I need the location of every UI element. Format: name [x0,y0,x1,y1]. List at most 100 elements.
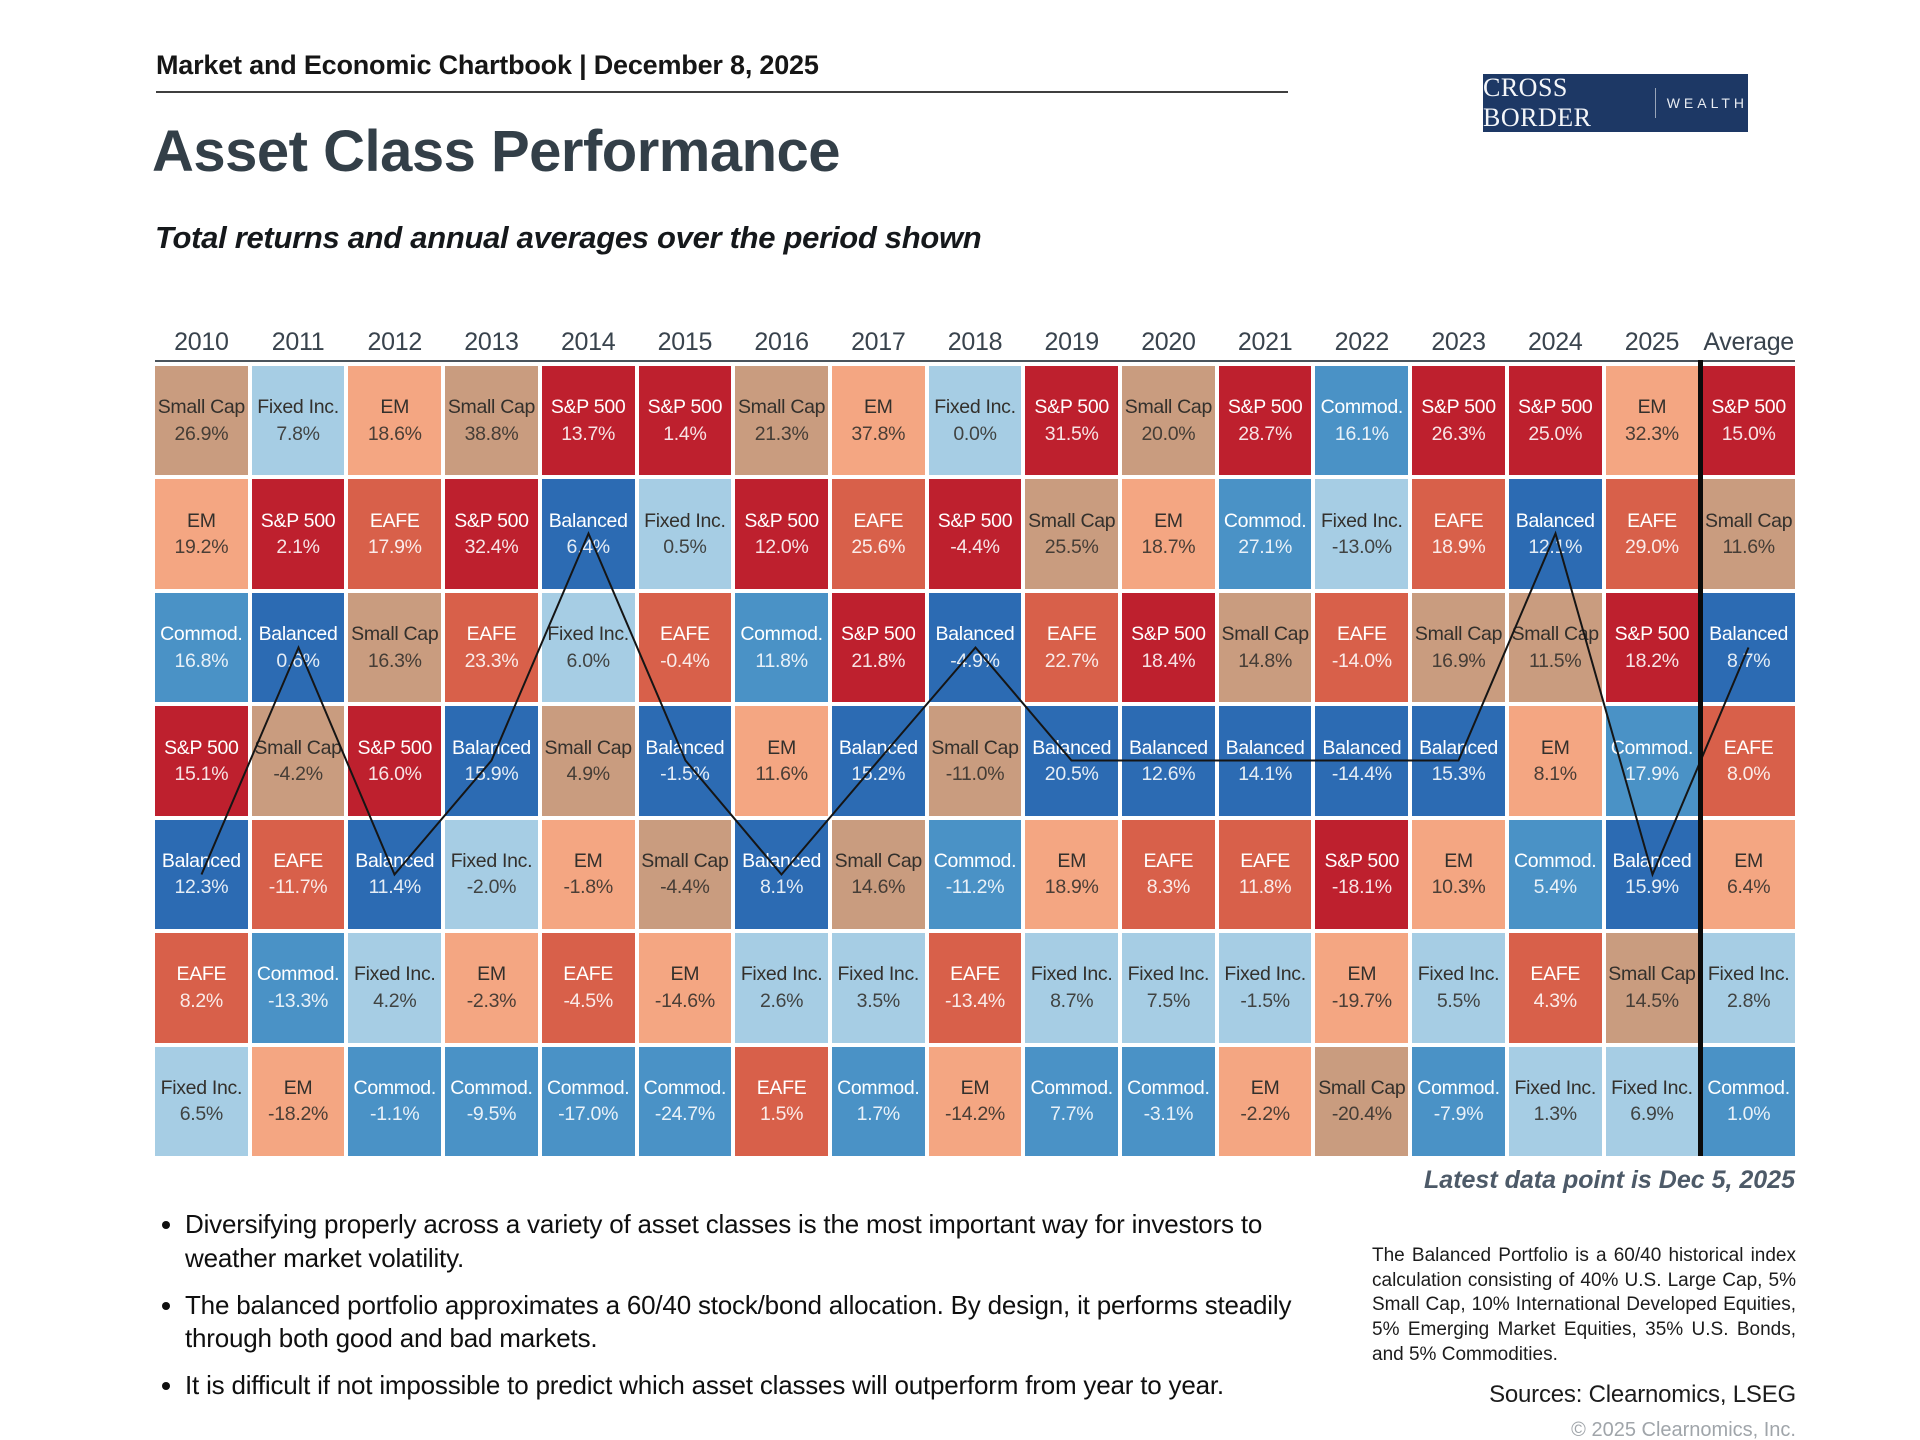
return-cell: Commod. 11.8% [735,592,828,703]
return-cell: Small Cap 14.8% [1218,592,1312,703]
return-value: 38.8% [464,422,519,445]
return-cell: S&P 500 26.3% [1412,366,1505,476]
return-value: -17.0% [558,1103,619,1126]
return-cell: Balanced 12.6% [1122,706,1215,816]
return-value: -4.5% [563,989,613,1012]
asset-name: Commod. [1127,1076,1210,1099]
asset-name: Balanced [838,736,918,759]
asset-name: Balanced [548,509,628,532]
return-cell: Fixed Inc. 6.5% [155,1046,248,1156]
returns-grid: Small Cap 26.9% Fixed Inc. 7.8% EM 18.6% Small… [155,366,1795,1156]
asset-name: EM [283,1076,313,1099]
return-cell: Fixed Inc. 6.0% [541,592,635,703]
return-cell: EM -2.3% [445,933,538,1043]
return-cell: Commod. -1.1% [348,1046,442,1156]
return-cell: S&P 500 2.1% [251,479,345,589]
return-value: 22.7% [1044,649,1099,672]
asset-name: Small Cap [351,623,439,646]
asset-name: Commod. [837,1076,920,1099]
return-value: 7.8% [276,422,320,445]
return-cell: Balanced 0.6% [251,592,345,703]
asset-name: EAFE [1433,509,1484,532]
asset-name: Balanced [742,850,822,872]
asset-name: EM [380,396,410,419]
asset-name: Fixed Inc. [547,623,629,646]
return-cell: EM 18.7% [1122,479,1215,589]
asset-name: Fixed Inc. [353,963,436,986]
asset-name: EM [1540,736,1570,759]
asset-name: Fixed Inc. [740,963,823,986]
return-value: -14.2% [944,1103,1005,1126]
return-value: -11.0% [945,762,1005,785]
asset-name: S&P 500 [260,509,336,532]
return-cell: EAFE -11.7% [251,819,345,930]
return-value: 18.9% [1044,876,1099,899]
asset-name: EAFE [369,509,420,532]
return-cell: S&P 500 18.2% [1605,592,1699,703]
asset-name: Balanced [1709,623,1789,646]
return-cell: EM 18.9% [1025,819,1119,930]
return-value: 7.5% [1146,989,1191,1012]
asset-name: Balanced [1612,850,1692,872]
return-value: 32.4% [464,536,519,559]
asset-name: Commod. [1417,1076,1500,1099]
asset-name: EM [863,396,893,419]
return-cell: S&P 500 31.5% [1025,366,1119,476]
return-value: 8.2% [179,989,224,1012]
return-value: 2.1% [276,536,320,559]
return-cell: S&P 500 18.4% [1122,592,1215,703]
asset-name: Balanced [258,623,338,646]
return-value: -13.4% [944,989,1005,1012]
return-cell: Fixed Inc. 7.5% [1122,933,1215,1043]
return-value: 16.9% [1431,649,1486,672]
return-cell: Commod. 16.8% [155,592,248,703]
asset-name: Balanced [161,850,241,872]
return-value: 16.3% [367,649,422,672]
return-cell: EAFE 1.5% [735,1046,828,1156]
return-cell: Fixed Inc. 0.0% [928,366,1022,476]
return-value: 14.5% [1625,989,1679,1012]
return-cell: EAFE 11.8% [1218,819,1312,930]
return-value: -0.4% [660,649,710,672]
asset-name: Small Cap [641,850,729,872]
return-value: 8.7% [1727,649,1771,672]
return-cell: Balanced 15.9% [1605,819,1699,930]
asset-name: EAFE [1723,736,1774,759]
return-cell: EM 8.1% [1508,706,1602,816]
return-cell: Small Cap 26.9% [155,366,248,476]
return-value: 18.4% [1141,649,1196,672]
return-value: 2.8% [1727,989,1771,1012]
return-value: 18.9% [1431,536,1486,559]
return-value: 15.9% [464,762,519,785]
balanced-portfolio-note: The Balanced Portfolio is a 60/40 histor… [1372,1245,1796,1365]
asset-name: Balanced [1515,509,1595,532]
return-value: 20.0% [1141,422,1196,445]
asset-name: Small Cap [1608,963,1696,986]
return-value: 16.8% [174,649,229,672]
year-column-header: 2018 [947,328,1003,356]
asset-name: Fixed Inc. [1514,1076,1596,1099]
return-cell: Small Cap 38.8% [445,366,538,476]
asset-name: EAFE [1627,509,1677,532]
return-value: 1.5% [759,1103,804,1126]
asset-name: S&P 500 [357,736,433,759]
asset-name: Small Cap [1318,1076,1406,1099]
year-column-header: 2011 [271,328,325,356]
asset-name: Commod. [740,623,823,646]
return-value: 8.3% [1146,876,1191,899]
return-value: 15.2% [851,762,906,785]
asset-name: Fixed Inc. [1127,963,1210,986]
return-cell: Small Cap -4.4% [638,819,732,930]
return-cell: Small Cap 21.3% [735,366,828,476]
return-value: -9.5% [466,1103,517,1126]
return-value: -14.0% [1331,649,1392,672]
return-cell: S&P 500 15.1% [155,706,248,816]
asset-class-quilt-chart: 2010 2011 2012 2013 2014 2015 2016 2017 2018 2019… [155,325,1795,1156]
asset-name: S&P 500 [1711,396,1786,419]
year-column-header: 2022 [1334,328,1390,356]
asset-name: Small Cap [1124,396,1213,419]
return-cell: EAFE -0.4% [638,592,732,703]
return-cell: EM 32.3% [1605,366,1699,476]
asset-name: Commod. [1514,850,1597,872]
return-cell: Commod. 17.9% [1605,706,1699,816]
